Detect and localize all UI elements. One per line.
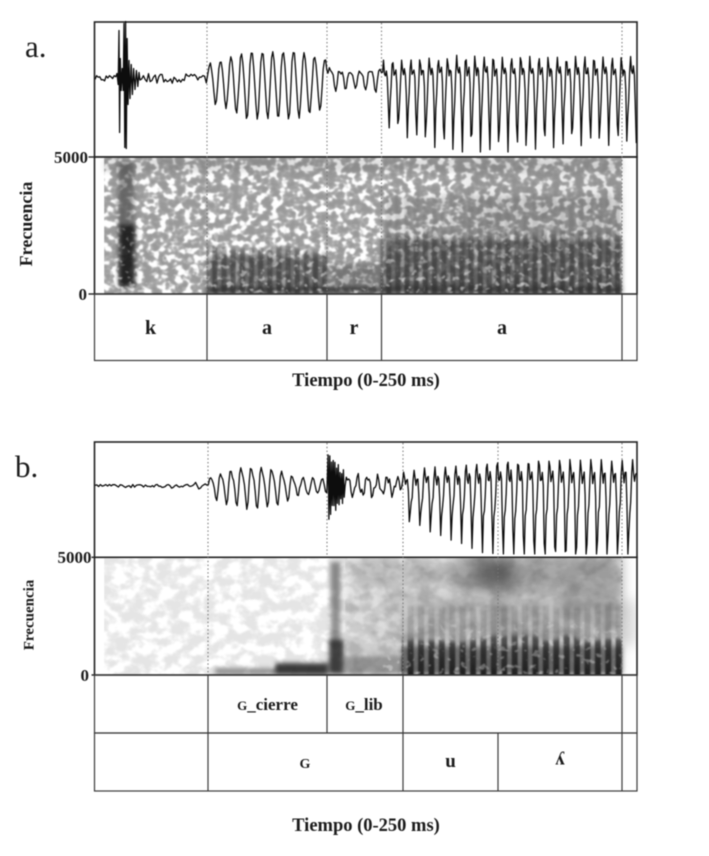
svg-text:a.: a. [25,29,47,64]
svg-text:r: r [350,317,359,339]
svg-text:0: 0 [81,666,90,685]
svg-text:u: u [445,751,456,772]
svg-text:5000: 5000 [58,548,92,567]
svg-text:b.: b. [15,449,38,484]
svg-text:Frecuencia: Frecuencia [16,182,36,267]
svg-text:0: 0 [79,285,88,304]
svg-text:a: a [262,317,272,339]
svg-text:a: a [497,317,507,339]
svg-text:Frecuencia: Frecuencia [22,579,38,650]
svg-text:5000: 5000 [54,148,88,167]
svg-text:y: y [555,751,565,772]
svg-text:G: G [300,757,311,772]
svg-text:Tiempo (0-250 ms): Tiempo (0-250 ms) [292,371,440,391]
svg-text:k: k [145,317,157,339]
svg-text:G_lib: G_lib [345,695,383,714]
svg-text:Tiempo (0-250 ms): Tiempo (0-250 ms) [292,816,440,836]
svg-text:G_cierre: G_cierre [237,695,298,714]
